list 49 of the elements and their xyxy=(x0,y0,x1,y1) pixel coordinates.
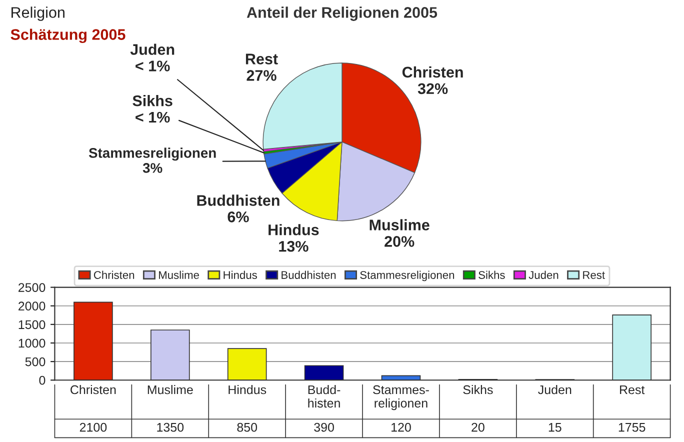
data-label: 20 xyxy=(472,422,484,432)
data-label: 20% xyxy=(384,236,414,247)
x-tick-label: Juden xyxy=(538,384,572,394)
data-label: 390 xyxy=(314,422,334,432)
slice-label: Christen xyxy=(402,66,463,78)
data-label: < 1% xyxy=(136,60,170,72)
y-tick-label: 2000 xyxy=(18,302,46,311)
y-tick-label: 0 xyxy=(39,376,46,385)
data-label: 6% xyxy=(228,212,249,222)
chart-title: Anteil der Religionen 2005 xyxy=(246,6,438,21)
text: Religion xyxy=(12,6,64,21)
y-tick-label: 500 xyxy=(25,357,46,366)
x-tick-label: Christen xyxy=(70,384,116,394)
legend-label: Christen xyxy=(94,270,134,279)
y-tick-label: 2500 xyxy=(18,283,46,292)
data-label: < 1% xyxy=(136,112,170,123)
y-tick-label: 1000 xyxy=(18,338,46,348)
data-label: 2100 xyxy=(80,422,107,432)
slice-label: Stammesreligionen xyxy=(88,148,216,161)
legend-label: Stammesreligionen xyxy=(360,270,454,282)
legend-label: Sikhs xyxy=(478,270,505,279)
x-tick-label: Rest xyxy=(620,385,645,394)
data-label: 32% xyxy=(418,83,448,94)
slice-label: Muslime xyxy=(370,219,430,230)
legend-label: Hindus xyxy=(224,270,257,279)
data-label: 3% xyxy=(142,163,162,173)
slice-label: Sikhs xyxy=(132,94,172,106)
data-label: 120 xyxy=(392,422,411,432)
legend-label: Rest xyxy=(583,271,605,279)
slice-label: Hindus xyxy=(268,224,319,236)
x-tick-label: Hindus xyxy=(228,384,266,394)
legend-label: Buddhisten xyxy=(282,270,336,279)
data-label: 27% xyxy=(246,70,276,81)
slice-label: Buddhisten xyxy=(197,194,280,206)
data-label: 850 xyxy=(237,422,258,432)
data-label: 15 xyxy=(548,423,562,432)
y-tick-label: 1500 xyxy=(18,320,46,330)
data-label: 13% xyxy=(279,240,308,252)
data-label: 1350 xyxy=(157,422,184,432)
x-tick-label: Budd- histen xyxy=(308,384,340,408)
chart-subtitle: Schätzung 2005 xyxy=(10,28,126,44)
x-tick-label: Muslime xyxy=(148,384,193,394)
x-tick-label: Stammes- religionen xyxy=(373,385,429,410)
slice-label: Juden xyxy=(130,44,174,55)
legend-label: Muslime xyxy=(159,270,199,279)
legend-label: Juden xyxy=(528,270,558,279)
data-label: 1755 xyxy=(618,423,646,432)
slice-label: Rest xyxy=(246,54,278,64)
x-tick-label: Sikhs xyxy=(463,384,493,394)
